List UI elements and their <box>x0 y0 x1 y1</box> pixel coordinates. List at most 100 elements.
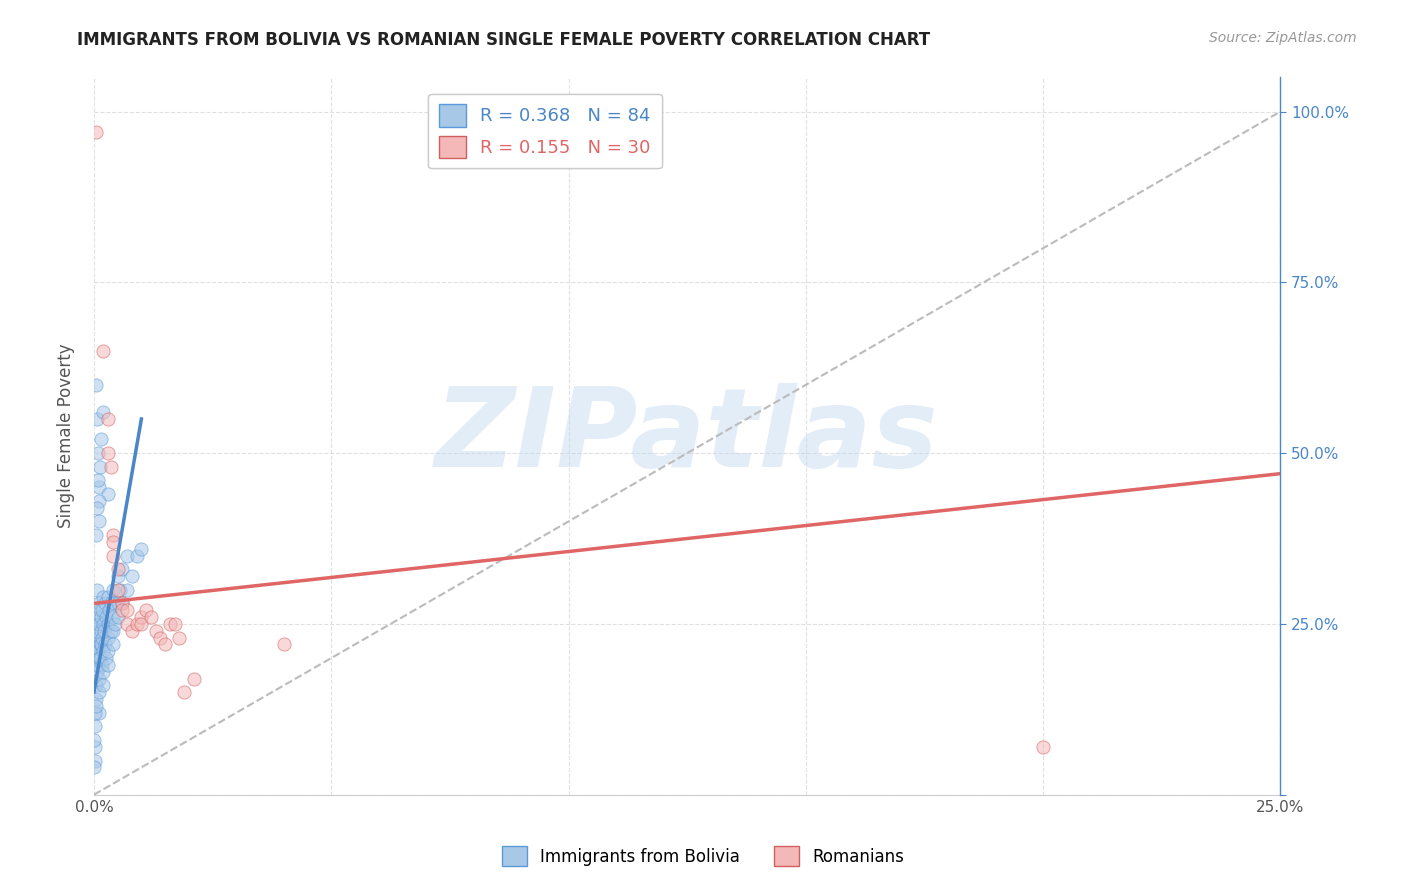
Point <box>89 459 111 474</box>
Point <box>87 494 110 508</box>
Point <box>90 433 112 447</box>
Point <box>115 549 138 563</box>
Point <box>87 624 110 638</box>
Point <box>87 644 110 658</box>
Point <box>101 535 124 549</box>
Point <box>97 631 120 645</box>
Point <box>89 637 111 651</box>
Point <box>97 657 120 672</box>
Point <box>100 459 122 474</box>
Point <box>84 678 107 692</box>
Point <box>94 596 117 610</box>
Point <box>90 637 112 651</box>
Point <box>273 637 295 651</box>
Point <box>98 603 121 617</box>
Point <box>131 541 153 556</box>
Point <box>103 596 125 610</box>
Point <box>84 754 107 768</box>
Point <box>86 412 108 426</box>
Point <box>101 528 124 542</box>
Point <box>83 637 105 651</box>
Point <box>87 515 110 529</box>
Point <box>1032 739 1054 754</box>
Point <box>94 651 117 665</box>
Point <box>121 624 143 638</box>
Point <box>86 616 108 631</box>
Point <box>87 616 110 631</box>
Point <box>83 739 105 754</box>
Point <box>91 603 114 617</box>
Point <box>97 590 120 604</box>
Point <box>107 610 129 624</box>
Point <box>93 624 115 638</box>
Point <box>97 487 120 501</box>
Point <box>87 651 110 665</box>
Point <box>86 500 108 515</box>
Point <box>163 616 186 631</box>
Point <box>169 631 191 645</box>
Point <box>107 569 129 583</box>
Point <box>101 637 124 651</box>
Point <box>107 596 129 610</box>
Point <box>97 616 120 631</box>
Point <box>84 528 107 542</box>
Point <box>101 624 124 638</box>
Point <box>111 603 134 617</box>
Point <box>83 760 105 774</box>
Point <box>104 616 127 631</box>
Point <box>135 603 157 617</box>
Point <box>90 610 112 624</box>
Point <box>100 596 122 610</box>
Point <box>87 596 110 610</box>
Point <box>111 596 134 610</box>
Point <box>87 672 110 686</box>
Point <box>93 405 115 419</box>
Point <box>139 610 162 624</box>
Point <box>183 672 205 686</box>
Point <box>84 698 107 713</box>
Point <box>87 706 110 720</box>
Legend: R = 0.368   N = 84, R = 0.155   N = 30: R = 0.368 N = 84, R = 0.155 N = 30 <box>427 94 662 169</box>
Point <box>93 590 115 604</box>
Text: ZIPatlas: ZIPatlas <box>436 383 939 490</box>
Point <box>84 637 107 651</box>
Point <box>90 624 112 638</box>
Point <box>93 644 115 658</box>
Point <box>159 616 181 631</box>
Point <box>100 624 122 638</box>
Point <box>86 582 108 597</box>
Point <box>87 446 110 460</box>
Point <box>107 582 129 597</box>
Point <box>87 657 110 672</box>
Point <box>111 596 134 610</box>
Point <box>86 665 108 679</box>
Point <box>83 733 105 747</box>
Point <box>93 616 115 631</box>
Point <box>93 678 115 692</box>
Point <box>86 651 108 665</box>
Point <box>131 610 153 624</box>
Point <box>97 446 120 460</box>
Point <box>121 569 143 583</box>
Text: IMMIGRANTS FROM BOLIVIA VS ROMANIAN SINGLE FEMALE POVERTY CORRELATION CHART: IMMIGRANTS FROM BOLIVIA VS ROMANIAN SING… <box>77 31 931 49</box>
Point <box>93 665 115 679</box>
Point <box>97 644 120 658</box>
Point <box>111 562 134 576</box>
Point <box>87 685 110 699</box>
Point <box>107 562 129 576</box>
Point <box>101 610 124 624</box>
Point <box>93 343 115 358</box>
Point <box>94 610 117 624</box>
Y-axis label: Single Female Poverty: Single Female Poverty <box>58 343 75 528</box>
Point <box>145 624 167 638</box>
Point <box>115 616 138 631</box>
Legend: Immigrants from Bolivia, Romanians: Immigrants from Bolivia, Romanians <box>494 838 912 875</box>
Point <box>149 631 172 645</box>
Point <box>84 657 107 672</box>
Point <box>153 637 176 651</box>
Point <box>84 706 107 720</box>
Point <box>125 616 148 631</box>
Point <box>86 631 108 645</box>
Point <box>89 651 111 665</box>
Point <box>84 377 107 392</box>
